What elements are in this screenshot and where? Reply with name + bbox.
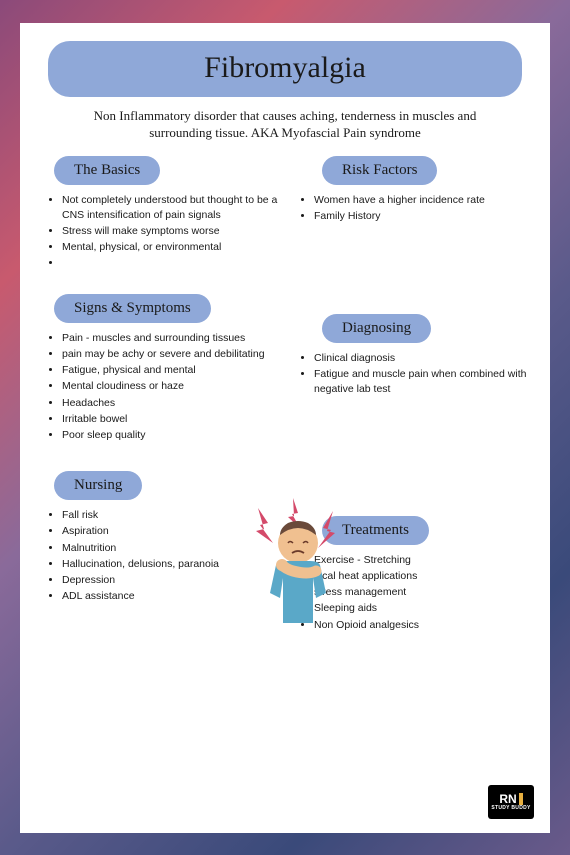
list-item: Fatigue, physical and mental bbox=[62, 363, 278, 378]
pencil-icon bbox=[519, 793, 523, 805]
list-item: Pain - muscles and surrounding tissues bbox=[62, 331, 278, 346]
heading-nursing: Nursing bbox=[54, 471, 142, 500]
subtitle: Non Inflammatory disorder that causes ac… bbox=[40, 107, 530, 156]
list-item: Mental, physical, or environmental bbox=[62, 240, 278, 255]
list-item: local heat applications bbox=[314, 569, 530, 584]
section-risk: Risk Factors Women have a higher inciden… bbox=[292, 156, 530, 224]
list-item: Headaches bbox=[62, 396, 278, 411]
list-item: Clinical diagnosis bbox=[314, 351, 530, 366]
list-item: Aspiration bbox=[62, 524, 278, 539]
list-item: Not completely understood but thought to… bbox=[62, 193, 278, 223]
section-nursing: Nursing Fall riskAspiration MalnutritionH… bbox=[40, 471, 278, 604]
logo-line1: RN bbox=[499, 793, 516, 805]
page-title: Fibromyalgia bbox=[48, 51, 522, 85]
list-item: Exercise - Stretching bbox=[314, 553, 530, 568]
list-item: Fatigue and muscle pain when combined wi… bbox=[314, 367, 530, 397]
list-item: Fall risk bbox=[62, 508, 278, 523]
title-bar: Fibromyalgia bbox=[48, 41, 522, 97]
section-treatments: Treatments Exercise - Stretchinglocal he… bbox=[292, 516, 530, 633]
heading-diagnosing: Diagnosing bbox=[322, 314, 431, 343]
content-columns: The Basics Not completely understood but… bbox=[40, 156, 530, 649]
list-item: Stress will make symptoms worse bbox=[62, 224, 278, 239]
heading-basics: The Basics bbox=[54, 156, 160, 185]
list-basics: Not completely understood but thought to… bbox=[40, 193, 278, 272]
list-item: pain may be achy or severe and debilitat… bbox=[62, 347, 278, 362]
logo-line2: STUDY BUDDY bbox=[491, 806, 530, 811]
heading-signs: Signs & Symptoms bbox=[54, 294, 211, 323]
left-column: The Basics Not completely understood but… bbox=[40, 156, 278, 649]
heading-risk: Risk Factors bbox=[322, 156, 437, 185]
list-item: Mental cloudiness or haze bbox=[62, 379, 278, 394]
list-item: stress management bbox=[314, 585, 530, 600]
list-item: Family History bbox=[314, 209, 530, 224]
list-item: Poor sleep quality bbox=[62, 428, 278, 443]
section-basics: The Basics Not completely understood but… bbox=[40, 156, 278, 272]
list-signs: Pain - muscles and surrounding tissuespa… bbox=[40, 331, 278, 444]
list-nursing: Fall riskAspiration MalnutritionHallucina… bbox=[40, 508, 278, 604]
list-item: Irritable bowel bbox=[62, 412, 278, 427]
section-signs: Signs & Symptoms Pain - muscles and surr… bbox=[40, 294, 278, 444]
list-item: Depression bbox=[62, 573, 278, 588]
heading-treatments: Treatments bbox=[322, 516, 429, 545]
list-treatments: Exercise - Stretchinglocal heat applicat… bbox=[292, 553, 530, 633]
list-item bbox=[62, 256, 278, 271]
infographic-page: Fibromyalgia Non Inflammatory disorder t… bbox=[20, 23, 550, 833]
list-diagnosing: Clinical diagnosisFatigue and muscle pai… bbox=[292, 351, 530, 398]
list-item: Non Opioid analgesics bbox=[314, 618, 530, 633]
section-diagnosing: Diagnosing Clinical diagnosisFatigue and… bbox=[292, 314, 530, 398]
list-item: Malnutrition bbox=[62, 541, 278, 556]
list-item: ADL assistance bbox=[62, 589, 278, 604]
list-item: Sleeping aids bbox=[314, 601, 530, 616]
list-item: Hallucination, delusions, paranoia bbox=[62, 557, 278, 572]
list-risk: Women have a higher incidence rateFamily… bbox=[292, 193, 530, 224]
list-item: Women have a higher incidence rate bbox=[314, 193, 530, 208]
brand-logo: RN STUDY BUDDY bbox=[488, 785, 534, 819]
right-column: Risk Factors Women have a higher inciden… bbox=[292, 156, 530, 649]
